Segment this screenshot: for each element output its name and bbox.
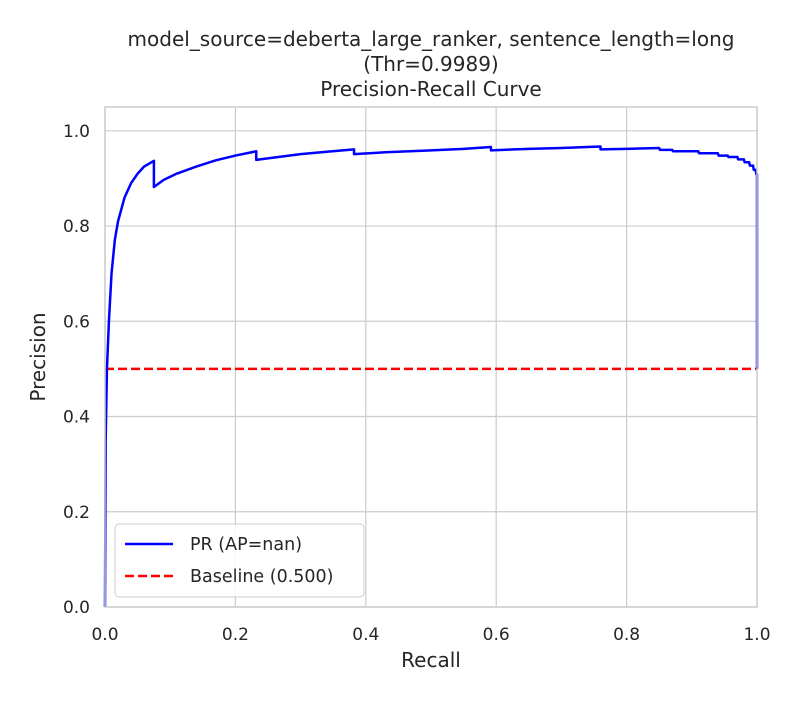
plot-frame xyxy=(104,106,758,608)
y-tick-label-1: 0.2 xyxy=(63,503,90,523)
y-tick-label-3: 0.6 xyxy=(63,312,90,332)
y-tick-label-5: 1.0 xyxy=(63,122,90,142)
chart-title-line-3: Precision-Recall Curve xyxy=(320,77,541,101)
x-tick-label-1: 0.2 xyxy=(222,625,249,645)
x-tick-label-2: 0.4 xyxy=(352,625,379,645)
x-tick-label-5: 1.0 xyxy=(743,625,770,645)
tick-labels: 0.0 0.2 0.4 0.6 0.8 1.0 0.0 0.2 0.4 0.6 0.8 1.0 xyxy=(63,122,771,645)
legend-label-pr: PR (AP=nan) xyxy=(190,535,302,555)
x-axis-label: Recall xyxy=(401,648,461,672)
series-layer xyxy=(103,145,759,608)
grid xyxy=(104,107,758,608)
y-tick-label-2: 0.4 xyxy=(63,408,90,428)
x-tick-label-3: 0.6 xyxy=(483,625,510,645)
legend-box xyxy=(114,523,365,598)
y-tick-label-4: 0.8 xyxy=(63,217,90,237)
chart-title-line-2: (Thr=0.9989) xyxy=(363,52,498,76)
chart-title-line-1: model_source=deberta_large_ranker, sente… xyxy=(128,27,735,51)
pr-curve-line xyxy=(103,145,759,608)
x-tick-label-4: 0.8 xyxy=(613,625,640,645)
x-tick-label-0: 0.0 xyxy=(91,625,118,645)
legend: PR (AP=nan) Baseline (0.500) xyxy=(114,523,365,598)
legend-label-baseline: Baseline (0.500) xyxy=(190,567,334,587)
y-tick-label-0: 0.0 xyxy=(63,598,90,618)
y-axis-label: Precision xyxy=(26,312,50,401)
